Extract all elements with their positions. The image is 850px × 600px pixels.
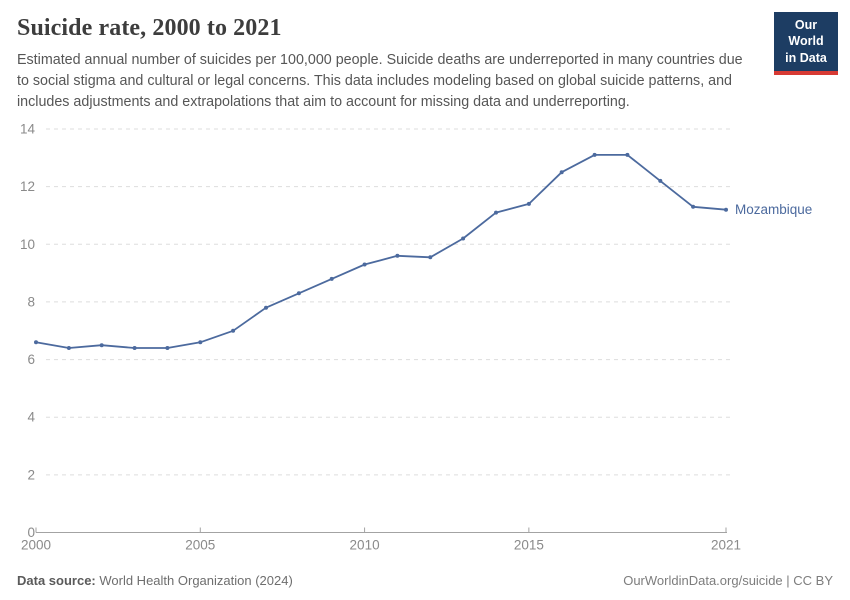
data-point — [264, 305, 268, 310]
data-point — [99, 343, 104, 348]
y-axis-tick-label: 10 — [20, 237, 35, 252]
x-axis-tick-label: 2010 — [350, 538, 380, 553]
owid-credit-link[interactable]: OurWorldinData.org/suicide | CC BY — [623, 573, 833, 588]
data-point — [66, 346, 71, 350]
data-point — [132, 346, 137, 350]
y-axis-tick-label: 4 — [27, 410, 35, 425]
data-point — [461, 236, 466, 241]
data-source-label: Data source: — [17, 573, 96, 588]
data-point — [231, 328, 236, 333]
data-point — [625, 152, 630, 157]
data-source: Data source: World Health Organization (… — [17, 573, 293, 588]
data-point — [34, 340, 38, 345]
data-point — [296, 291, 301, 296]
y-axis-tick-label: 14 — [20, 122, 36, 137]
data-point — [165, 346, 170, 350]
chart-header: Suicide rate, 2000 to 2021 Estimated ann… — [17, 14, 833, 113]
data-point — [329, 276, 334, 281]
data-point — [691, 204, 696, 209]
x-axis-tick-label: 2005 — [185, 538, 215, 553]
data-point — [494, 210, 498, 215]
owid-logo-line2: in Data — [785, 50, 827, 65]
x-axis-tick-label: 2021 — [711, 538, 741, 553]
series-line — [35, 154, 727, 349]
y-axis-tick-label: 6 — [27, 352, 35, 367]
x-axis-tick-label: 2015 — [514, 538, 544, 553]
y-axis-tick-label: 2 — [27, 467, 35, 482]
owid-logo-line1: Our World — [788, 18, 824, 49]
data-point — [395, 253, 400, 258]
y-axis-tick-label: 8 — [27, 294, 35, 309]
data-point — [428, 255, 433, 260]
y-axis-tick-label: 12 — [20, 179, 35, 194]
data-point — [592, 152, 597, 157]
data-point — [526, 201, 531, 206]
data-source-text: World Health Organization (2024) — [95, 573, 293, 588]
series-end-label[interactable]: Mozambique — [735, 202, 812, 217]
chart-title: Suicide rate, 2000 to 2021 — [17, 15, 282, 41]
data-point — [658, 178, 663, 183]
chart-footer: Data source: World Health Organization (… — [17, 573, 833, 588]
data-point — [724, 207, 728, 212]
chart-subtitle: Estimated annual number of suicides per … — [17, 51, 743, 110]
data-point — [362, 262, 367, 267]
owid-logo[interactable]: Our World in Data — [774, 12, 838, 75]
y-axis-tick-label: 0 — [27, 525, 35, 540]
data-point — [198, 340, 203, 345]
data-point — [559, 170, 564, 175]
x-axis-tick-label: 2000 — [21, 538, 51, 553]
